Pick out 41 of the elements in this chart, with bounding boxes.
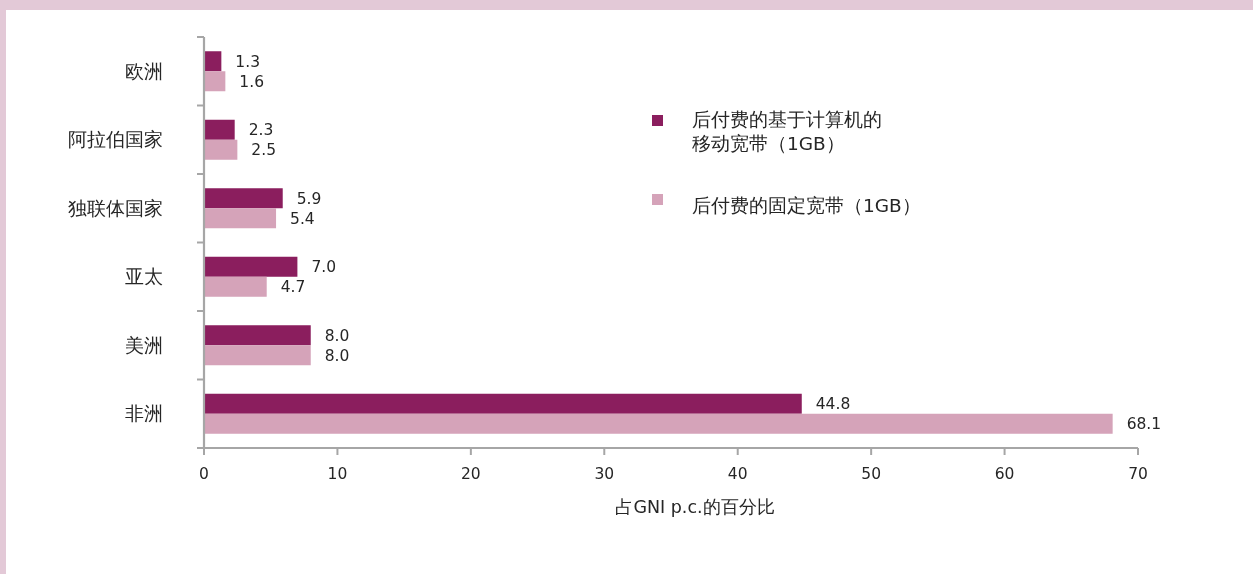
y-tick-label: 非洲 <box>125 403 163 425</box>
x-tick-label: 30 <box>594 465 615 483</box>
data-label: 2.5 <box>251 141 277 160</box>
data-label: 8.0 <box>324 326 350 345</box>
x-tick-label: 60 <box>994 465 1015 483</box>
bar <box>204 325 311 346</box>
bar <box>204 345 311 366</box>
x-axis-title: 占GNI p.c.的百分比 <box>615 497 775 517</box>
data-label: 5.9 <box>296 189 322 208</box>
data-label: 8.0 <box>324 346 350 365</box>
bar <box>204 139 238 160</box>
y-tick-label: 亚太 <box>125 266 163 288</box>
x-tick-label: 40 <box>727 465 748 483</box>
data-label: 68.1 <box>1126 415 1162 434</box>
bar <box>204 51 222 72</box>
x-tick-label: 0 <box>199 465 209 483</box>
bar <box>204 276 267 297</box>
y-tick-label: 阿拉伯国家 <box>68 129 163 151</box>
y-tick-label: 欧洲 <box>125 60 163 82</box>
data-label: 7.0 <box>311 258 337 277</box>
data-label: 1.3 <box>235 52 260 71</box>
x-tick-label: 70 <box>1128 465 1148 483</box>
legend-label: 后付费的基于计算机的移动宽带（1GB） <box>692 109 882 154</box>
y-tick-label: 美洲 <box>125 334 163 356</box>
x-tick-label: 50 <box>861 465 882 483</box>
data-label: 1.6 <box>239 72 264 91</box>
legend-label: 后付费的固定宽带（1GB） <box>692 195 921 216</box>
data-label: 5.4 <box>290 209 315 228</box>
x-tick-label: 20 <box>460 465 481 483</box>
bar <box>204 208 277 229</box>
x-tick-label: 10 <box>327 465 348 483</box>
bar <box>204 393 802 414</box>
data-label: 2.3 <box>248 121 274 140</box>
bar <box>204 119 235 140</box>
data-label: 4.7 <box>280 278 306 297</box>
bar <box>204 188 283 209</box>
bar <box>204 256 298 277</box>
data-label: 44.8 <box>815 395 851 414</box>
y-tick-label: 独联体国家 <box>68 197 163 219</box>
bar <box>204 413 1113 434</box>
bar <box>204 71 226 92</box>
